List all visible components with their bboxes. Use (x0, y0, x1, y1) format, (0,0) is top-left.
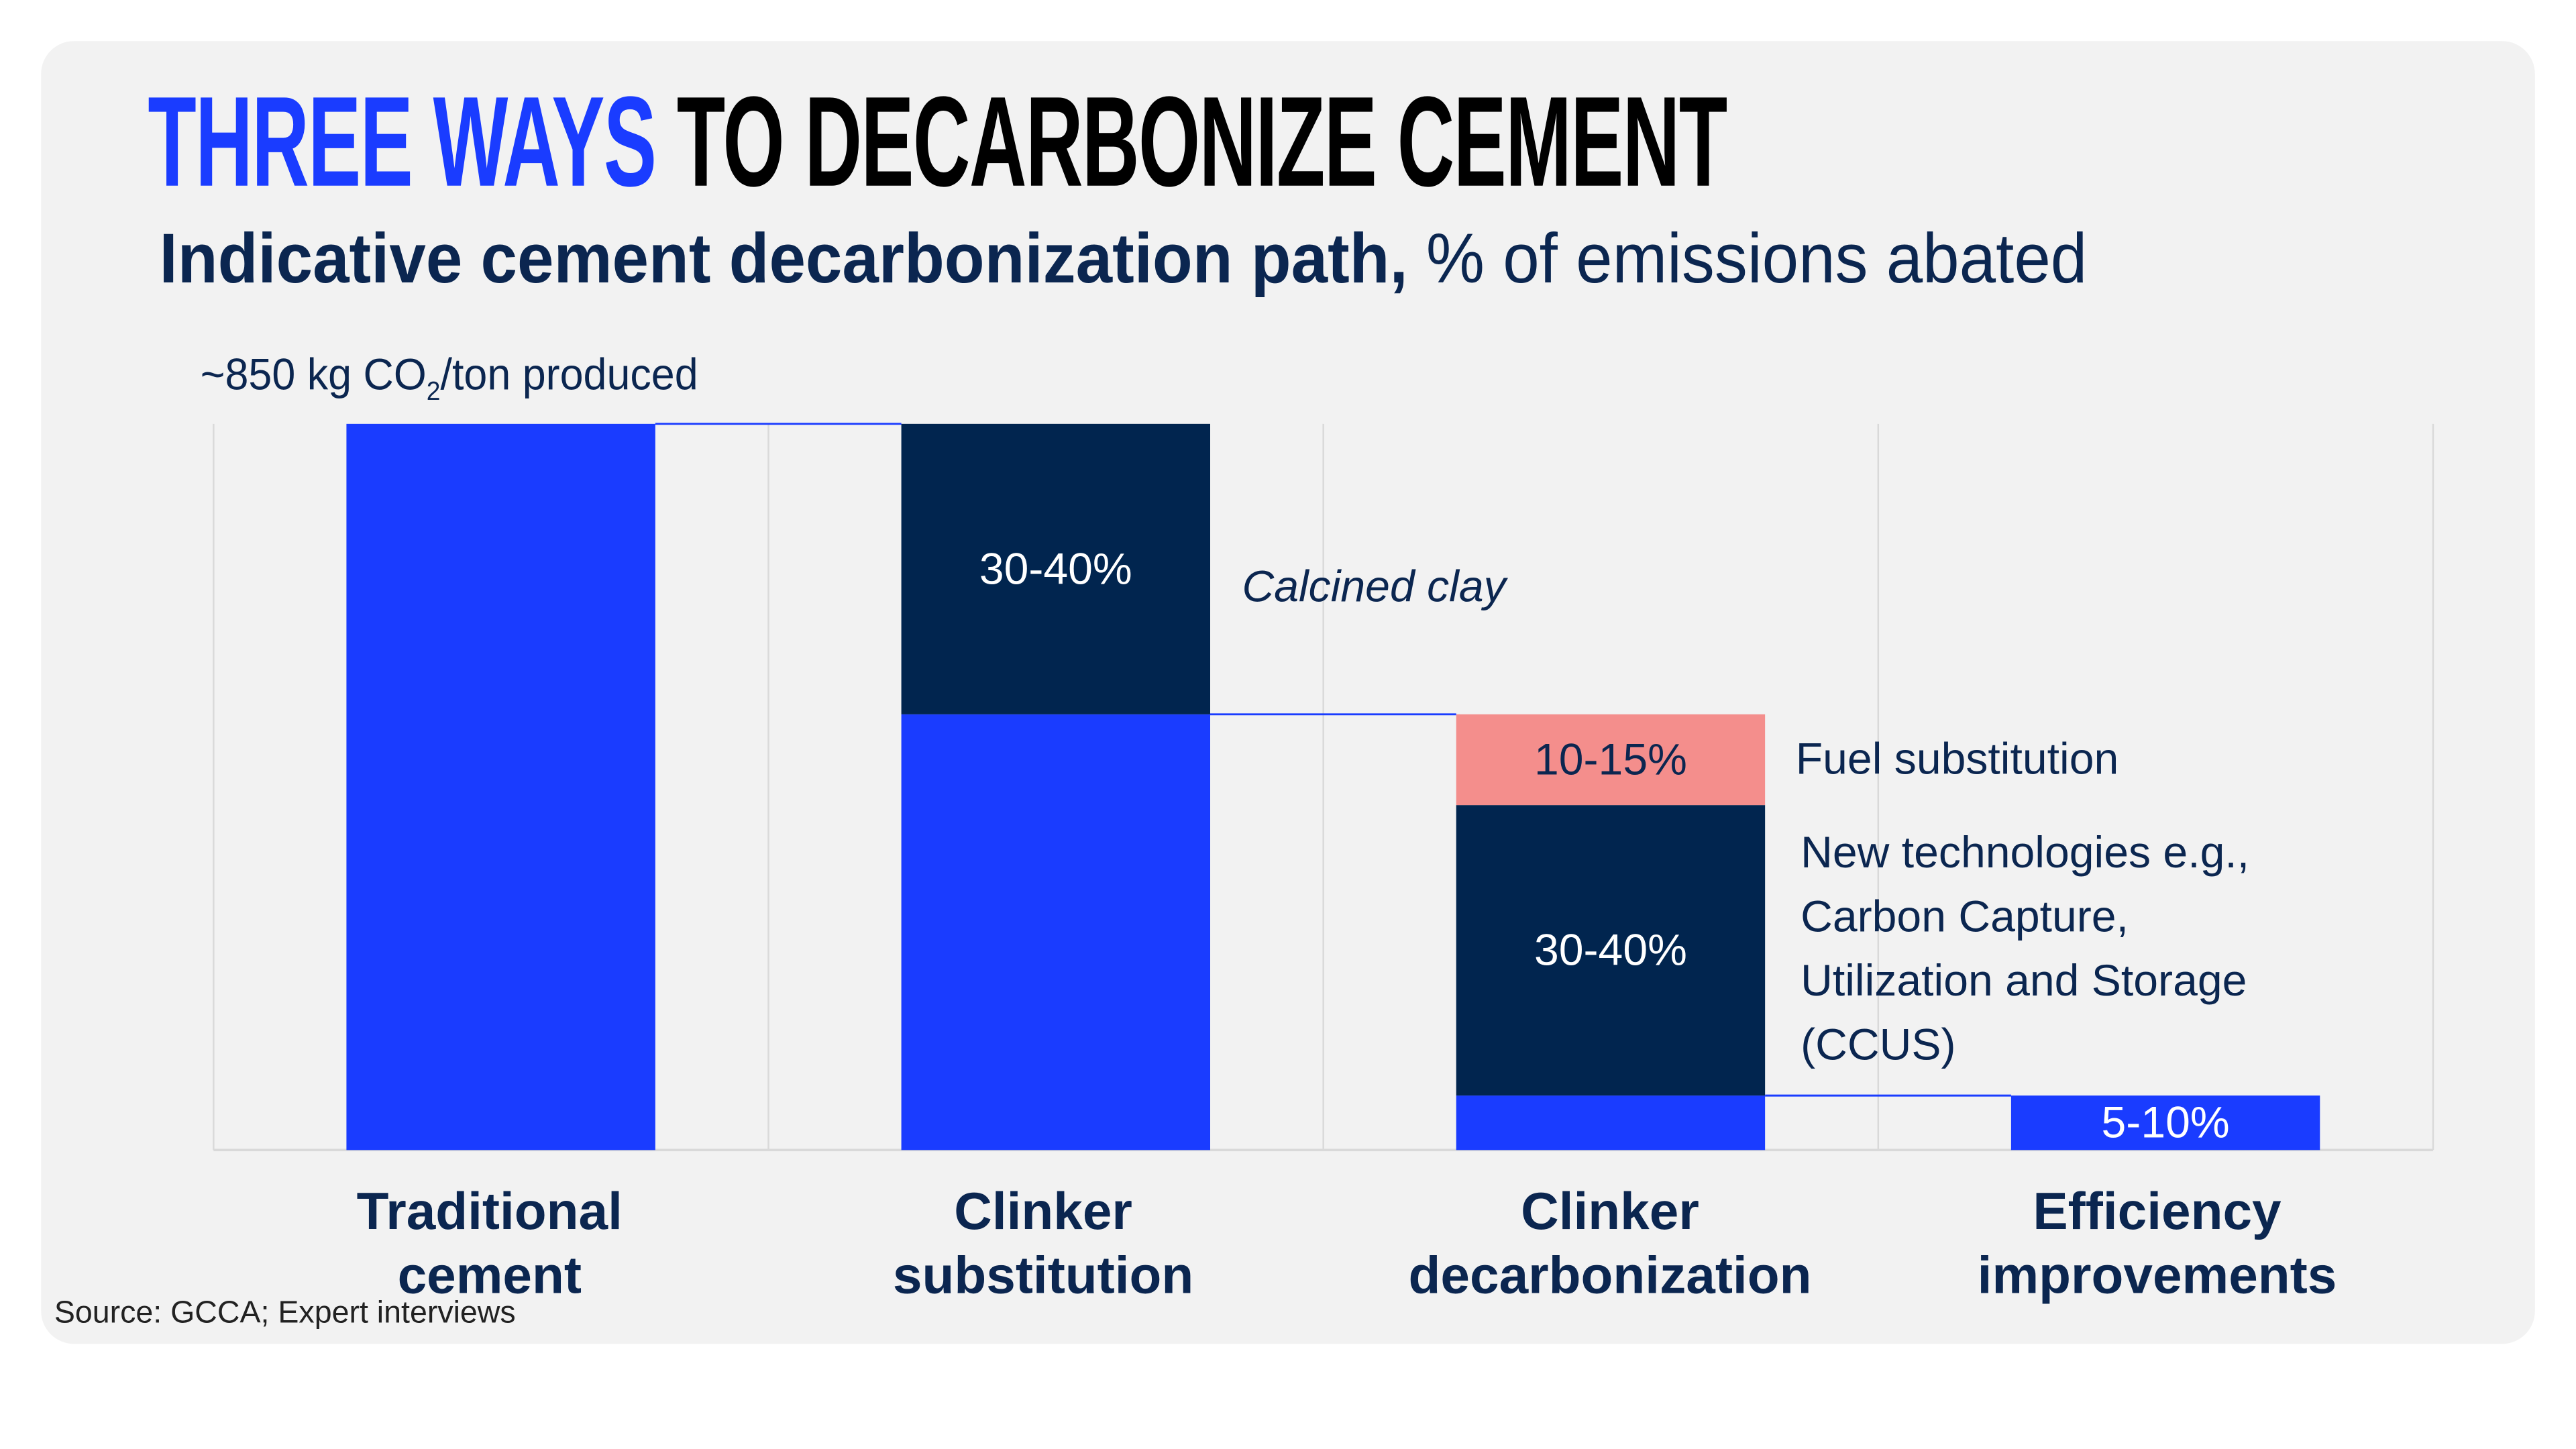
unit-sub: 2 (426, 378, 441, 407)
unit-post: /ton produced (440, 350, 698, 400)
source-note: Source: GCCA; Expert interviews (54, 1296, 516, 1331)
bar-segment (1456, 714, 1766, 806)
category-label-efficiency: Efficiency improvements (1977, 1181, 2337, 1305)
bar-segment (346, 423, 655, 1150)
category-label-clinker-decarbonization: Clinker decarbonization (1408, 1181, 1812, 1305)
annotation-fuel-substitution: Fuel substitution (1795, 734, 2119, 784)
segment-data-label: 5-10% (2102, 1098, 2230, 1148)
annotation-calcined-clay: Calcined clay (1242, 561, 1506, 612)
subtitle-normal: % of emissions abated (1407, 220, 2088, 299)
segment-data-label: 10-15% (1534, 735, 1687, 785)
chart-subtitle: Indicative cement decarbonization path, … (160, 217, 2088, 302)
unit-pre: ~850 kg CO (200, 350, 427, 400)
bar-segment (1456, 805, 1766, 1096)
segment-data-label: 30-40% (979, 544, 1132, 594)
title-rest: TO DECARBONIZE CEMENT (676, 68, 1727, 214)
bar-segment (901, 423, 1210, 714)
bar-segment (2010, 1095, 2320, 1150)
subtitle-bold: Indicative cement decarbonization path, (159, 220, 1408, 299)
page-title: THREE WAYS TO DECARBONIZE CEMENT (148, 76, 1727, 207)
bar-segment (901, 714, 1210, 1150)
category-label-clinker-substitution: Clinker substitution (892, 1181, 1194, 1305)
category-label-traditional: Traditional cement (356, 1181, 623, 1305)
segment-data-label: 30-40% (1534, 926, 1687, 975)
unit-label: ~850 kg CO2/ton produced (201, 350, 698, 409)
annotation-new-technologies: New technologies e.g., Carbon Capture, Uti… (1801, 828, 2250, 1070)
bar-segment (1456, 1095, 1766, 1150)
title-highlight: THREE WAYS (148, 68, 657, 214)
